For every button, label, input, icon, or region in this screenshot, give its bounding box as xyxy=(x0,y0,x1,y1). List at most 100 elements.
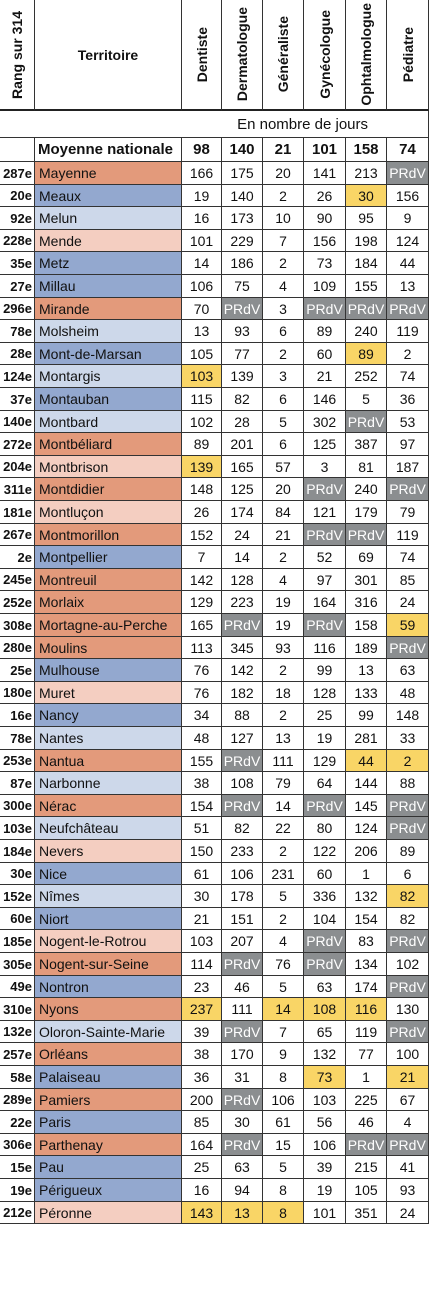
rank-cell: 25e xyxy=(0,659,35,682)
value-cell: 111 xyxy=(222,998,263,1021)
value-cell: PRdV xyxy=(387,1134,429,1156)
territory-name: Montreuil xyxy=(35,569,182,591)
value-cell: 119 xyxy=(346,1021,387,1043)
rank-cell: 15e xyxy=(0,1156,35,1179)
value-cell: 20 xyxy=(263,162,304,185)
value-cell: 108 xyxy=(304,998,346,1021)
value-cell: PRdV xyxy=(387,162,429,185)
territory-name: Mont-de-Marsan xyxy=(35,343,182,365)
value-cell: PRdV xyxy=(346,411,387,433)
value-cell: 63 xyxy=(387,659,429,682)
territory-name: Montdidier xyxy=(35,478,182,501)
value-cell: 4 xyxy=(263,569,304,591)
territory-name: Montpellier xyxy=(35,546,182,569)
rank-cell: 37e xyxy=(0,388,35,411)
value-cell: 302 xyxy=(304,411,346,433)
territory-name: Neufchâteau xyxy=(35,817,182,840)
territory-name: Montargis xyxy=(35,365,182,388)
value-cell: 14 xyxy=(222,546,263,569)
territory-header: Territoire xyxy=(35,0,182,111)
value-cell: 142 xyxy=(222,659,263,682)
value-cell: 109 xyxy=(304,275,346,298)
rank-header: Rang sur 314 xyxy=(0,0,35,111)
value-cell: 97 xyxy=(387,433,429,456)
value-cell: 5 xyxy=(346,388,387,411)
rank-cell: 92e xyxy=(0,207,35,230)
rank-cell: 16e xyxy=(0,704,35,727)
territory-name: Oloron-Sainte-Marie xyxy=(35,1021,182,1043)
column-header-4: Ophtalmologue xyxy=(346,0,387,111)
value-cell: 79 xyxy=(263,772,304,795)
column-header-0-text: Dentiste xyxy=(194,27,210,82)
territory-name: Parthenay xyxy=(35,1134,182,1156)
value-cell: 2 xyxy=(387,343,429,365)
value-cell: 21 xyxy=(387,1066,429,1089)
value-cell: 61 xyxy=(263,1111,304,1134)
value-cell: 90 xyxy=(304,207,346,230)
territory-name: Meaux xyxy=(35,185,182,207)
value-cell: 21 xyxy=(263,524,304,546)
value-cell: 73 xyxy=(304,252,346,275)
value-cell: 133 xyxy=(346,682,387,704)
national-average-value: 98 xyxy=(182,138,222,162)
value-cell: 6 xyxy=(263,388,304,411)
value-cell: 59 xyxy=(387,614,429,637)
value-cell: 2 xyxy=(263,185,304,207)
value-cell: 336 xyxy=(304,885,346,908)
value-cell: 63 xyxy=(304,976,346,998)
value-cell: PRdV xyxy=(222,1089,263,1111)
value-cell: 139 xyxy=(182,456,222,478)
value-cell: 129 xyxy=(304,750,346,772)
value-cell: 104 xyxy=(304,908,346,930)
value-cell: 119 xyxy=(387,320,429,343)
value-cell: 165 xyxy=(222,456,263,478)
territory-name: Molsheim xyxy=(35,320,182,343)
value-cell: 164 xyxy=(182,1134,222,1156)
rank-cell: 181e xyxy=(0,501,35,524)
value-cell: 207 xyxy=(222,930,263,953)
value-cell: 206 xyxy=(346,840,387,863)
rank-cell: 35e xyxy=(0,252,35,275)
value-cell: 115 xyxy=(182,388,222,411)
value-cell: 128 xyxy=(222,569,263,591)
value-cell: 36 xyxy=(387,388,429,411)
value-cell: 26 xyxy=(182,501,222,524)
rank-cell: 87e xyxy=(0,772,35,795)
value-cell: 103 xyxy=(182,365,222,388)
value-cell: PRdV xyxy=(387,637,429,659)
value-cell: 41 xyxy=(387,1156,429,1179)
value-cell: 93 xyxy=(387,1179,429,1202)
territory-name: Mirande xyxy=(35,298,182,320)
column-header-1: Dermatologue xyxy=(222,0,263,111)
territory-name: Nontron xyxy=(35,976,182,998)
value-cell: 65 xyxy=(304,1021,346,1043)
value-cell: 179 xyxy=(346,501,387,524)
value-cell: 140 xyxy=(222,185,263,207)
value-cell: 8 xyxy=(263,1066,304,1089)
value-cell: PRdV xyxy=(304,298,346,320)
value-cell: 26 xyxy=(304,185,346,207)
value-cell: 155 xyxy=(182,750,222,772)
rank-cell: 253e xyxy=(0,750,35,772)
territory-name: Montluçon xyxy=(35,501,182,524)
value-cell: 3 xyxy=(263,298,304,320)
value-cell: 80 xyxy=(304,817,346,840)
value-cell: 132 xyxy=(346,885,387,908)
value-cell: 48 xyxy=(387,682,429,704)
value-cell: 5 xyxy=(263,1156,304,1179)
rank-cell: 78e xyxy=(0,320,35,343)
national-rank-cell xyxy=(0,138,35,162)
column-header-2-text: Généraliste xyxy=(275,16,291,92)
value-cell: 201 xyxy=(222,433,263,456)
value-cell: 1 xyxy=(346,863,387,885)
value-cell: 5 xyxy=(263,885,304,908)
value-cell: 36 xyxy=(182,1066,222,1089)
value-cell: 6 xyxy=(263,320,304,343)
value-cell: 173 xyxy=(222,207,263,230)
value-cell: 38 xyxy=(182,1043,222,1066)
national-average-value: 140 xyxy=(222,138,263,162)
value-cell: 106 xyxy=(263,1089,304,1111)
value-cell: 25 xyxy=(304,704,346,727)
value-cell: 13 xyxy=(387,275,429,298)
rank-cell: 252e xyxy=(0,591,35,614)
